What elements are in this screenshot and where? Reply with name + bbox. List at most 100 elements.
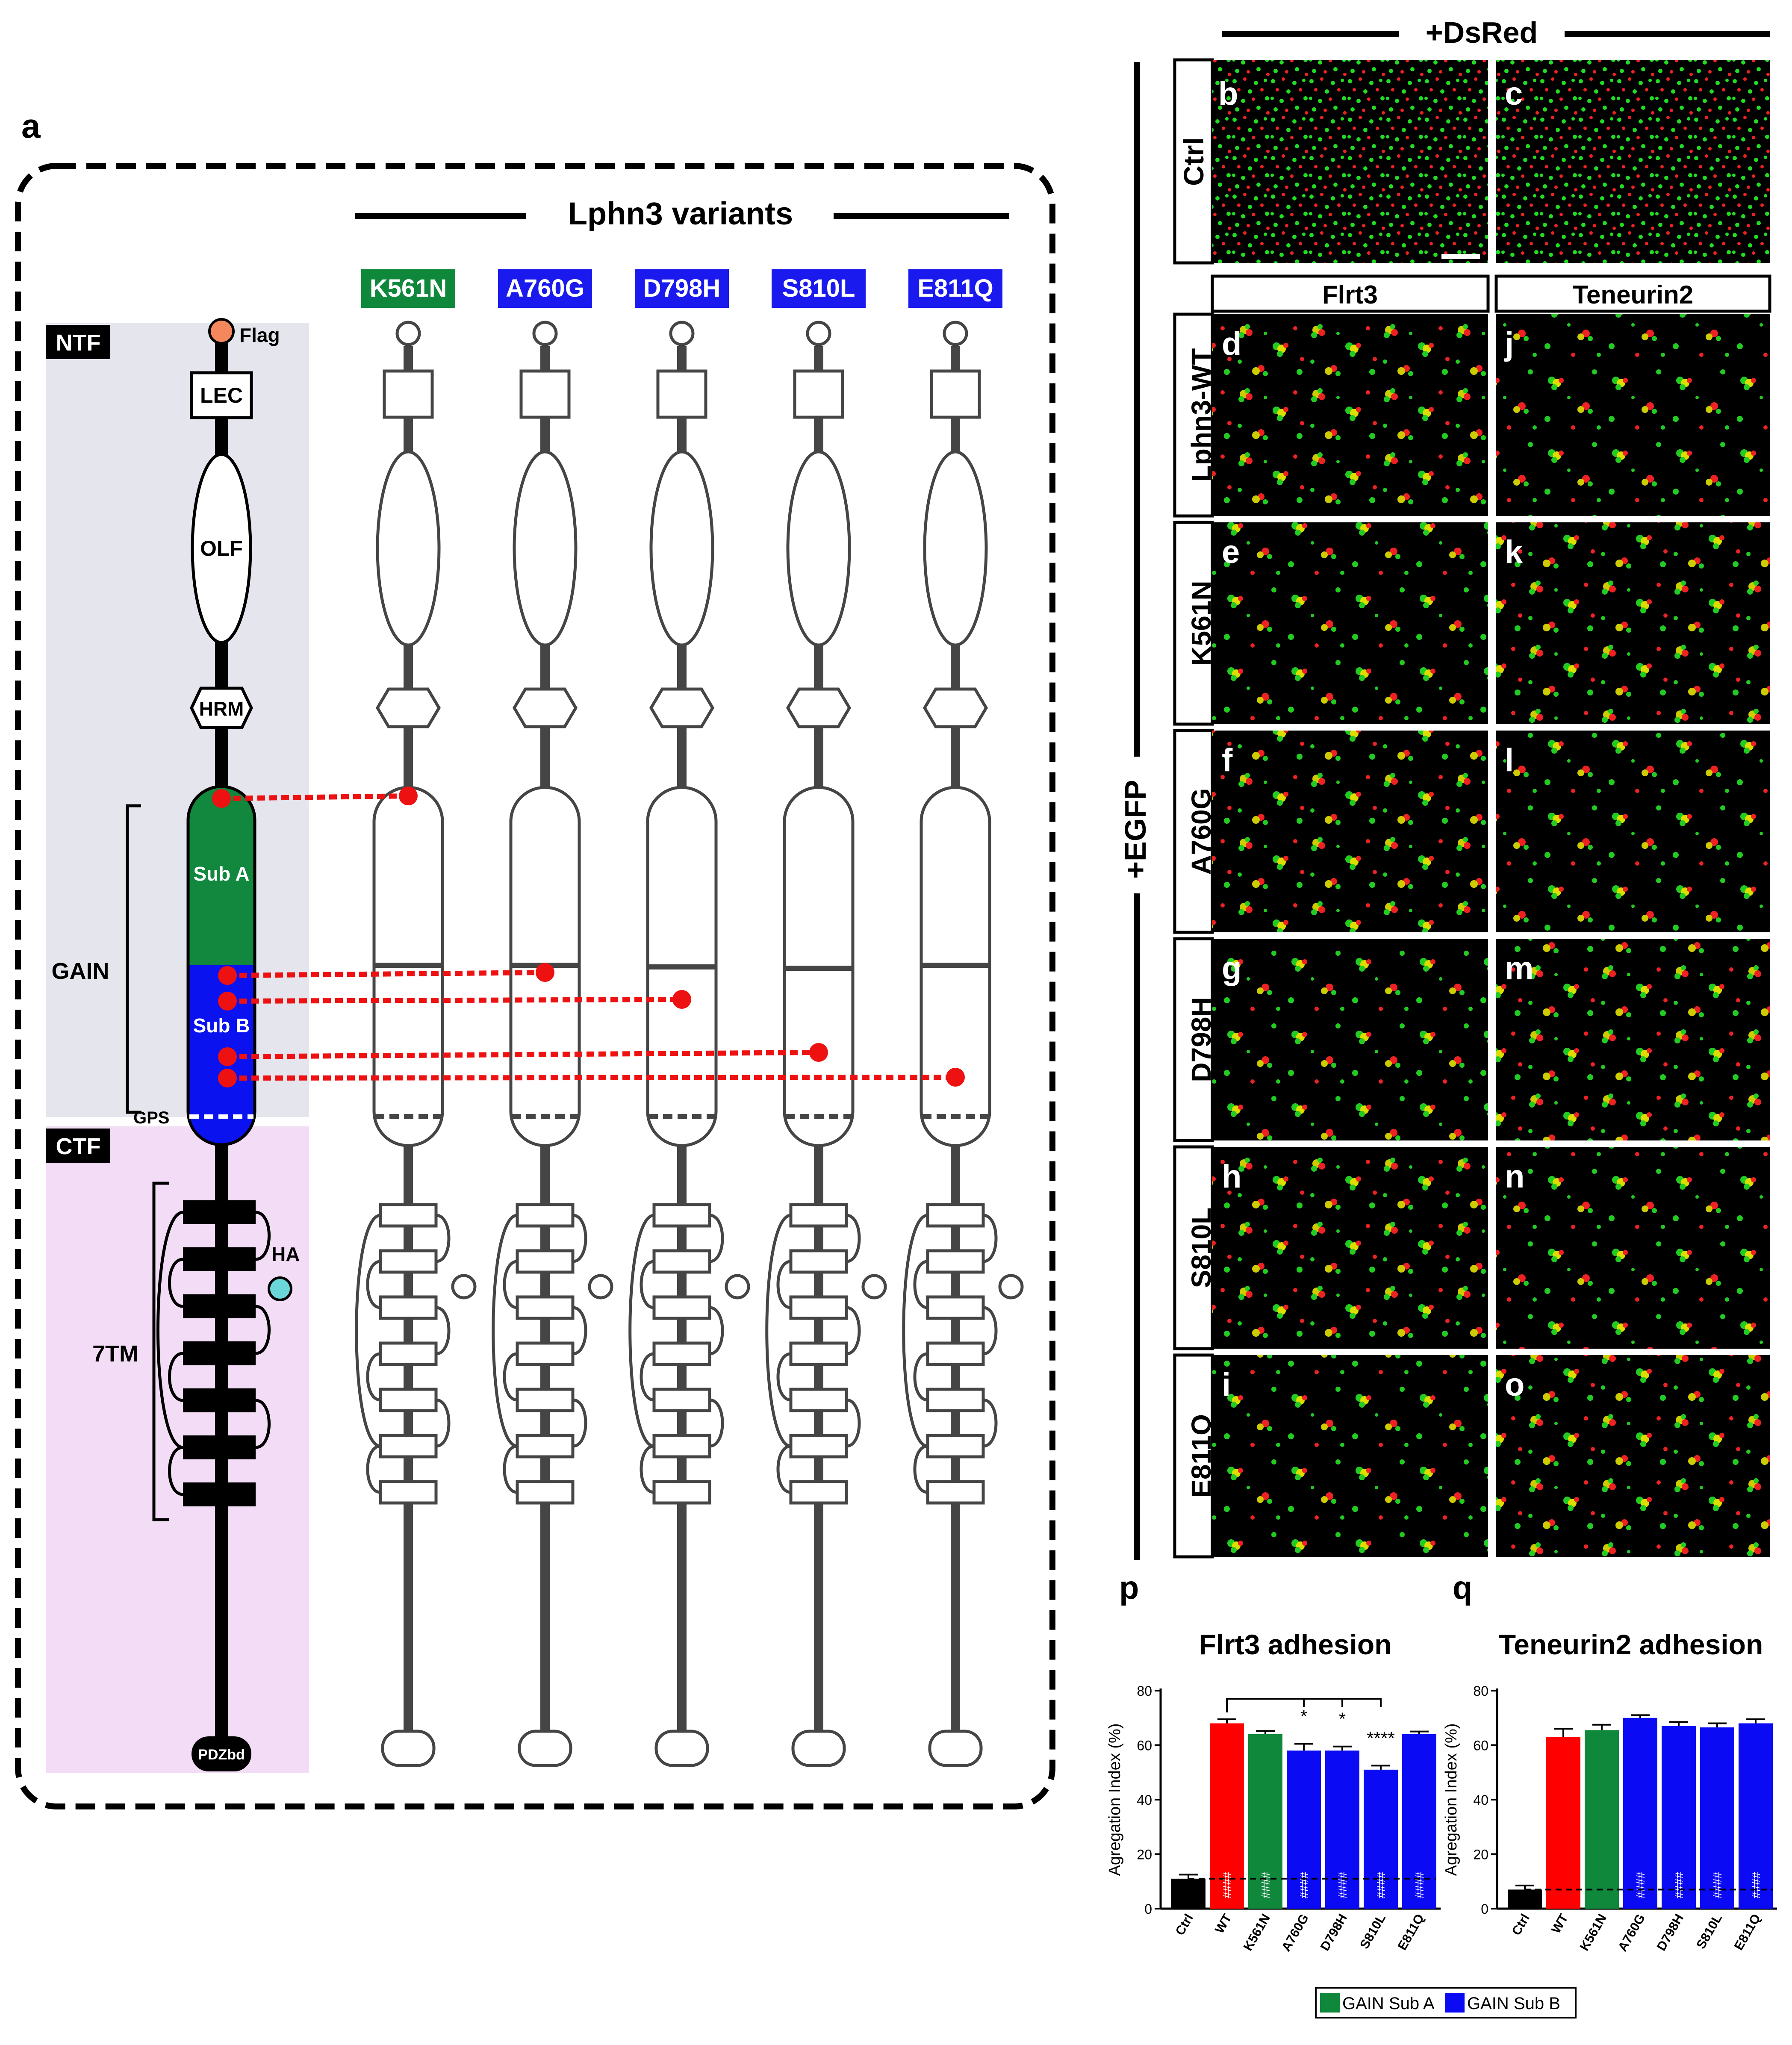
- legend-label-sub-b: GAIN Sub B: [1467, 1994, 1560, 2013]
- variant-tm-helix: [516, 1434, 575, 1459]
- chart-teneurin2: 0 20 40 60 80 Agregation Index (%) Ctrl WT K561N…: [1442, 1683, 1777, 1954]
- variant-flag: [532, 321, 558, 346]
- variant-olf: [376, 450, 441, 647]
- variant-tm-helix: [652, 1341, 711, 1366]
- variant-tm-helix: [789, 1341, 848, 1366]
- row-label: A760G: [1186, 788, 1217, 875]
- legend-label-sub-a: GAIN Sub A: [1342, 1994, 1435, 2013]
- teneurin2-header: Teneurin2: [1573, 280, 1693, 309]
- letter-l: l: [1505, 742, 1514, 778]
- bar-inside-label: ####: [1749, 1871, 1763, 1898]
- ctf-label-box: [46, 1129, 110, 1163]
- wt-schematic: Flag LEC OLF HRM Sub A Sub B GPS GAIN: [52, 318, 300, 1771]
- bar-k561n: [1585, 1730, 1619, 1909]
- bar-a760g: [1287, 1750, 1321, 1909]
- significance-label: *: [1339, 1709, 1346, 1729]
- variant-tm-helix: [652, 1434, 711, 1459]
- mutation-connector: [227, 970, 545, 978]
- variant-ha: [588, 1274, 613, 1299]
- variant-hrm: [649, 687, 715, 728]
- ha-tag: [268, 1276, 292, 1301]
- lec-label: LEC: [200, 383, 243, 407]
- variant-label-box: [908, 269, 1002, 308]
- bar-inside-label: ####: [1374, 1871, 1388, 1898]
- variant-tm-helix: [379, 1341, 438, 1366]
- variant-pdz: [791, 1730, 846, 1767]
- mutation-connector: [221, 793, 409, 801]
- variant-tm-helix: [789, 1480, 848, 1505]
- variant-a760g: A760G: [227, 269, 613, 1767]
- variant-lec: [930, 369, 981, 419]
- bar-inside-label: ####: [1220, 1871, 1234, 1898]
- row-label: Lphn3-WT: [1186, 348, 1217, 482]
- letter-b: b: [1218, 76, 1238, 112]
- mutation-connector: [227, 997, 682, 1004]
- variant-flag: [806, 321, 831, 346]
- flag-label: Flag: [239, 324, 280, 346]
- bar-inside-label: ####: [1259, 1871, 1272, 1898]
- mutation-site: [399, 787, 418, 805]
- variant-hrm: [375, 687, 441, 728]
- tm-helix-1: [183, 1200, 256, 1224]
- variant-hrm: [923, 687, 988, 728]
- bar-wt: [1546, 1737, 1580, 1909]
- variant-label-box: [361, 269, 455, 308]
- tm-label: 7TM: [92, 1341, 139, 1367]
- variant-tm-helix: [652, 1203, 711, 1228]
- image-h: [1212, 1147, 1488, 1349]
- image-n: [1496, 1147, 1770, 1349]
- bar-inside-label: ####: [1634, 1871, 1647, 1898]
- ntf-region: [46, 323, 309, 1117]
- bar-a760g: [1623, 1718, 1657, 1909]
- variant-tm-helix: [789, 1249, 848, 1274]
- tm-helix-6: [183, 1435, 256, 1459]
- y-tick-label: 80: [1473, 1683, 1488, 1699]
- panel-a-frame: [15, 163, 1055, 1809]
- image-o: [1496, 1355, 1770, 1557]
- dsred-label: +DsRed: [1426, 16, 1538, 49]
- legend-swatch-sub-a: [1320, 1993, 1340, 2013]
- teneurin2-header-box: [1494, 274, 1771, 313]
- chart-p-letter: p: [1119, 1570, 1139, 1606]
- ntf-label: NTF: [56, 330, 101, 356]
- x-tick-label: E811Q: [1395, 1912, 1427, 1953]
- tm-bracket: [152, 1182, 169, 1521]
- x-tick-label: S810L: [1694, 1912, 1725, 1951]
- legend-swatch-sub-b: [1445, 1993, 1465, 2013]
- row-label: S810L: [1186, 1208, 1217, 1288]
- letter-f: f: [1222, 742, 1233, 778]
- tm-helices: [156, 1200, 271, 1506]
- letter-d: d: [1222, 326, 1241, 362]
- row-label: D798H: [1186, 997, 1217, 1082]
- microscopy-row-lphn3-wt: Lphn3-WTd j: [1173, 312, 1770, 518]
- variant-pdz: [518, 1730, 572, 1767]
- variant-lec: [793, 369, 844, 419]
- variant-label-box: [498, 269, 592, 308]
- bar-inside-label: ####: [1711, 1871, 1724, 1898]
- bar-inside-label: ####: [1297, 1871, 1311, 1898]
- image-k: [1496, 522, 1770, 724]
- bar-d798h: [1325, 1750, 1359, 1909]
- variant-lec: [656, 369, 707, 419]
- tm-helix-2: [183, 1247, 256, 1271]
- variant-label: E811Q: [917, 274, 993, 302]
- x-tick-label: K561N: [1241, 1912, 1273, 1953]
- variant-pdz: [381, 1730, 436, 1767]
- variant-tm-helix: [379, 1388, 438, 1412]
- y-tick-label: 80: [1137, 1683, 1152, 1699]
- tm-helix-5: [183, 1388, 256, 1412]
- y-tick-label: 60: [1137, 1738, 1152, 1753]
- variant-tm-loops: [628, 1214, 724, 1494]
- variant-label-box: [772, 269, 866, 308]
- x-tick-label: K561N: [1577, 1912, 1609, 1953]
- variant-tm-helix: [516, 1480, 575, 1505]
- variant-tm-helix: [926, 1388, 985, 1412]
- variant-flag: [669, 321, 695, 346]
- variant-label: K561N: [370, 274, 447, 302]
- variant-tm-loops: [355, 1214, 451, 1494]
- gain-label: GAIN: [52, 958, 109, 984]
- y-axis-label: Agregation Index (%): [1106, 1724, 1124, 1876]
- variant-lec: [383, 369, 434, 419]
